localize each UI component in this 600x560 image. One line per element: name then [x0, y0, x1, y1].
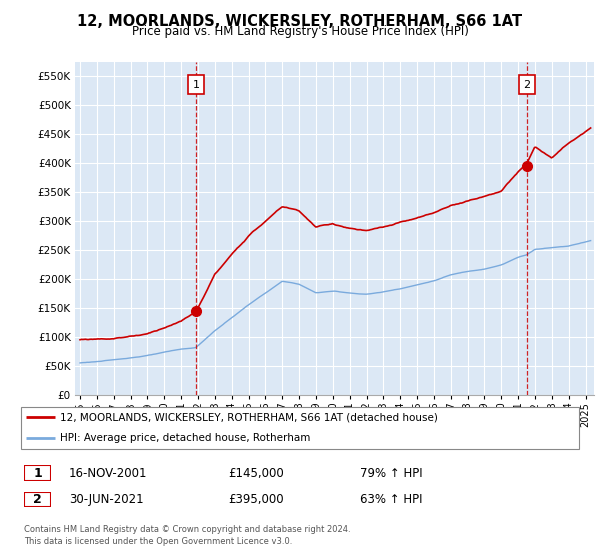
- FancyBboxPatch shape: [24, 465, 51, 481]
- Text: 12, MOORLANDS, WICKERSLEY, ROTHERHAM, S66 1AT: 12, MOORLANDS, WICKERSLEY, ROTHERHAM, S6…: [77, 14, 523, 29]
- Text: 2: 2: [523, 80, 530, 90]
- Text: £145,000: £145,000: [228, 466, 284, 480]
- Text: 30-JUN-2021: 30-JUN-2021: [69, 493, 143, 506]
- Text: Price paid vs. HM Land Registry's House Price Index (HPI): Price paid vs. HM Land Registry's House …: [131, 25, 469, 38]
- Text: 1: 1: [193, 80, 199, 90]
- Text: 1: 1: [33, 466, 42, 480]
- FancyBboxPatch shape: [21, 407, 579, 449]
- Text: 79% ↑ HPI: 79% ↑ HPI: [360, 466, 422, 480]
- Text: 63% ↑ HPI: 63% ↑ HPI: [360, 493, 422, 506]
- Text: 2: 2: [33, 493, 42, 506]
- Text: 12, MOORLANDS, WICKERSLEY, ROTHERHAM, S66 1AT (detached house): 12, MOORLANDS, WICKERSLEY, ROTHERHAM, S6…: [60, 412, 438, 422]
- Text: HPI: Average price, detached house, Rotherham: HPI: Average price, detached house, Roth…: [60, 433, 311, 444]
- Text: Contains HM Land Registry data © Crown copyright and database right 2024.
This d: Contains HM Land Registry data © Crown c…: [24, 525, 350, 546]
- Text: £395,000: £395,000: [228, 493, 284, 506]
- Text: 16-NOV-2001: 16-NOV-2001: [69, 466, 148, 480]
- FancyBboxPatch shape: [24, 492, 51, 507]
